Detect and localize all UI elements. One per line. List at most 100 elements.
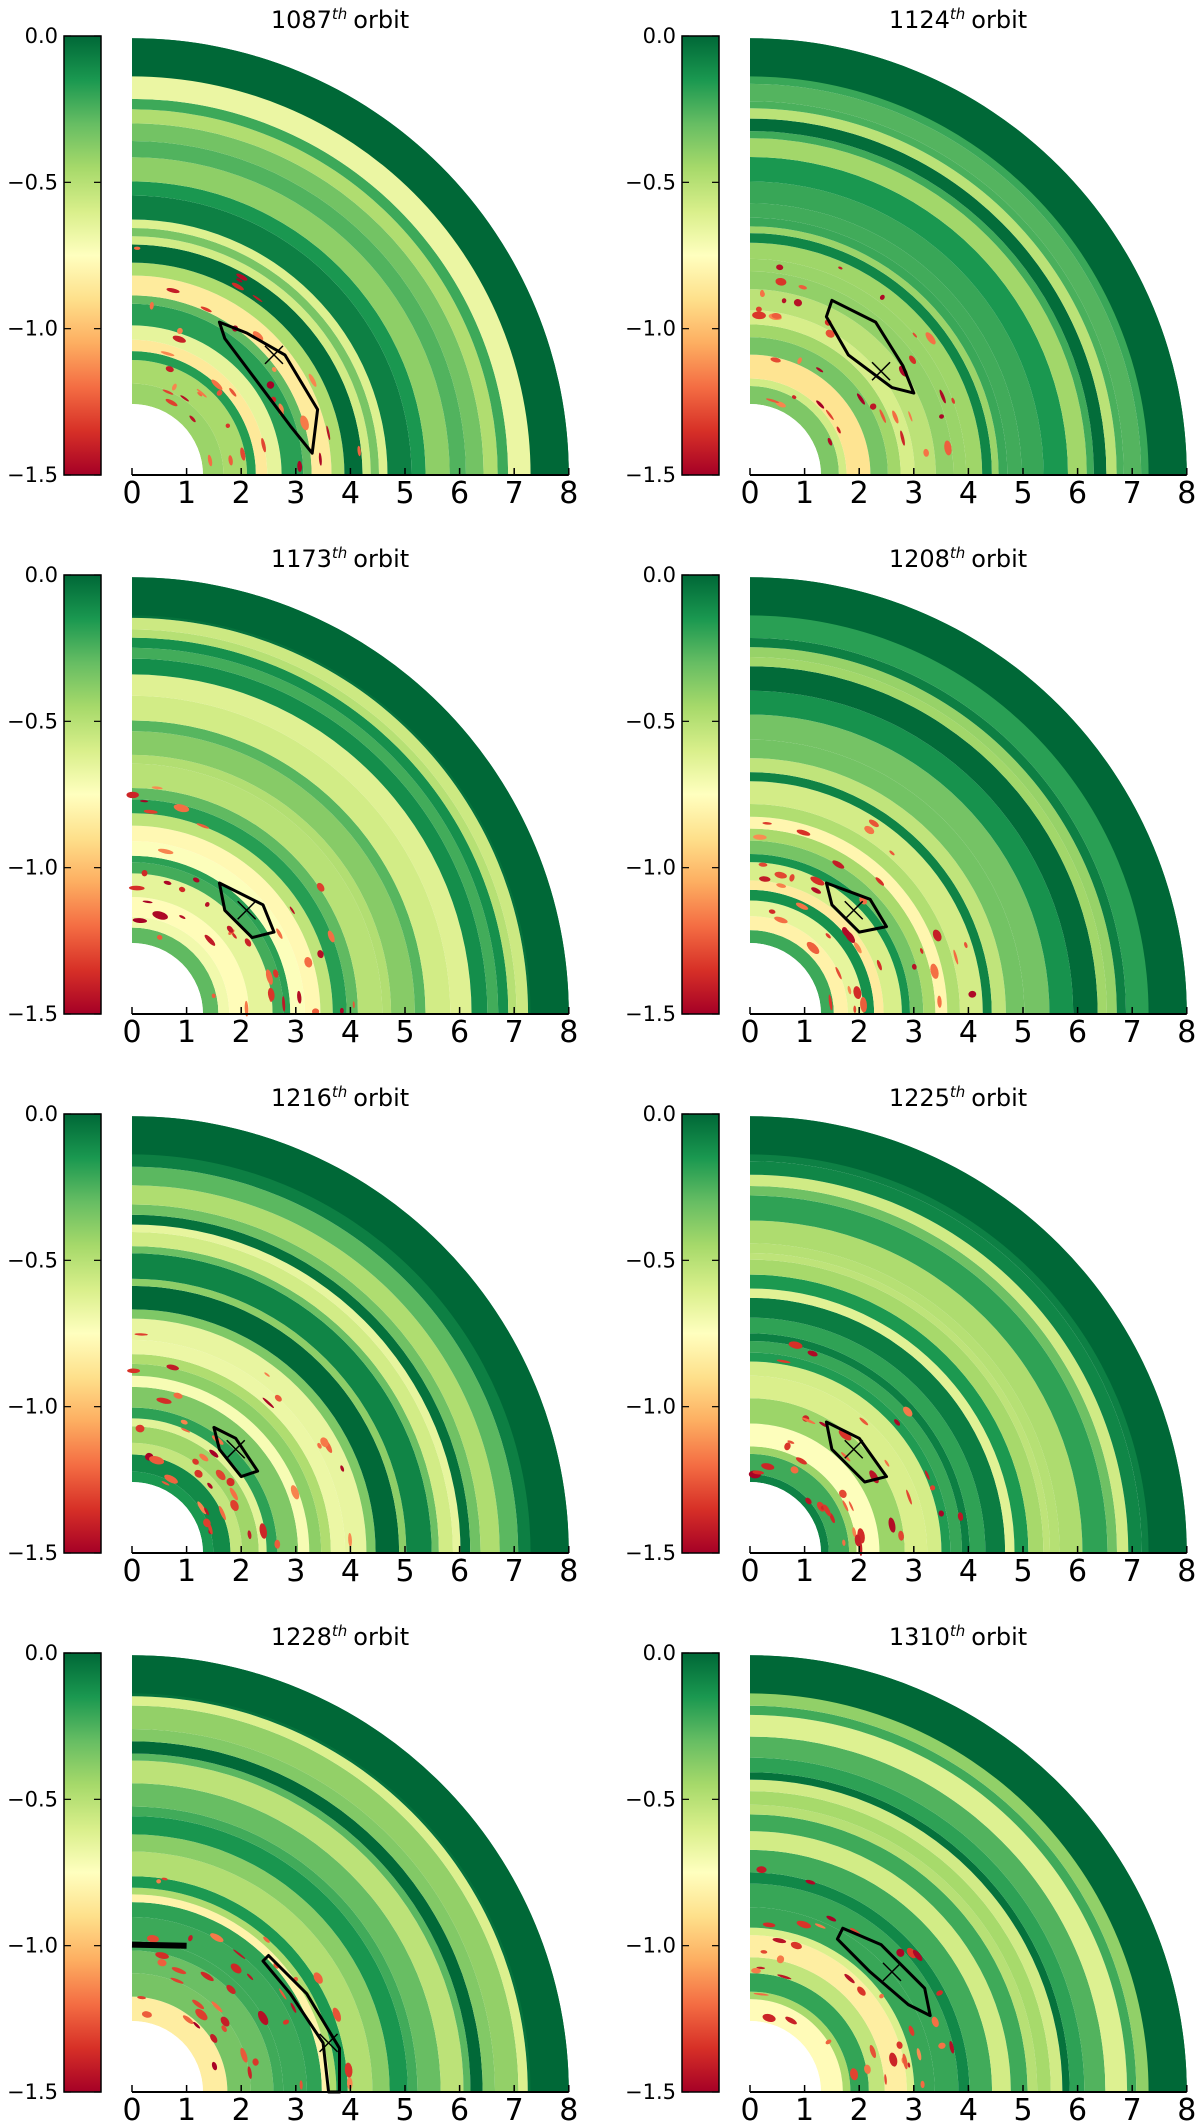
hot-spot — [304, 956, 313, 968]
panel-1173: 0 1 2 3 4 5 6 7 8 0.0 −0.5 −1.0 −1.5 1173th orbit — [7, 544, 578, 1050]
colorbar-tick-label: −1.0 — [7, 1395, 58, 1419]
hot-spot — [192, 1999, 205, 2010]
ring-band — [750, 1474, 829, 1553]
colorbar-tick-label: −1.0 — [625, 1934, 676, 1958]
hot-spot — [157, 848, 174, 855]
hot-spot — [889, 2052, 898, 2067]
title-suffix: orbit — [353, 1084, 409, 1112]
x-tick-label: 5 — [395, 1554, 414, 1589]
ring-band — [132, 359, 248, 475]
x-tick-label: 0 — [122, 1015, 141, 1050]
colorbar — [681, 1113, 720, 1554]
hot-spot — [163, 880, 172, 885]
hot-spot — [854, 1534, 861, 1547]
panel-1216: 0 1 2 3 4 5 6 7 8 0.0 −0.5 −1.0 −1.5 1216th orbit — [7, 1083, 578, 1589]
hot-spot — [192, 1458, 199, 1465]
ring-band — [750, 181, 1044, 475]
x-tick-label: 8 — [1177, 1015, 1196, 1050]
x-tick-label: 1 — [795, 476, 814, 511]
x-tick-label: 8 — [559, 476, 578, 511]
hot-spot — [920, 948, 924, 954]
hot-spot — [806, 941, 820, 955]
ring-band — [132, 339, 268, 475]
x-tick-label: 8 — [559, 1554, 578, 1589]
x-tick-label: 1 — [177, 476, 196, 511]
title-suffix: orbit — [353, 545, 409, 573]
ring-band — [750, 916, 848, 1014]
hot-spot — [864, 2064, 871, 2074]
outer-green-band — [750, 38, 1187, 475]
ring-sectors — [750, 38, 1187, 476]
title-number: 1173 — [271, 545, 332, 573]
title-superscript: th — [950, 1622, 965, 1640]
hot-spot — [900, 430, 905, 446]
hot-spot — [181, 1428, 191, 1433]
hot-spot — [762, 2013, 776, 2022]
hot-spot — [297, 460, 303, 473]
hot-spot — [819, 1421, 828, 1428]
hot-spot — [211, 379, 223, 391]
hot-spot — [127, 1368, 140, 1374]
hot-spot — [233, 1949, 246, 1959]
ring-band — [132, 1950, 274, 2092]
hot-spot — [761, 1463, 775, 1470]
hot-spot — [903, 1406, 913, 1417]
hot-spot — [252, 294, 263, 303]
hot-spot — [759, 876, 771, 882]
hot-spot — [758, 862, 768, 867]
ring-band — [750, 310, 915, 475]
ring-band — [132, 1253, 432, 1553]
x-tick-label: 7 — [1123, 1015, 1142, 1050]
ring-band — [132, 873, 273, 1014]
hot-spot — [200, 306, 212, 313]
panel-title: 1124th orbit — [889, 5, 1027, 34]
hot-spot — [797, 357, 802, 365]
ring-band — [132, 813, 333, 1014]
x-tick-label: 7 — [505, 1015, 524, 1050]
x-tick-label: 5 — [395, 2093, 414, 2128]
x-tick-label: 0 — [122, 1554, 141, 1589]
hot-spot — [244, 938, 252, 947]
hot-spots — [753, 819, 977, 1014]
hot-spot — [348, 1533, 352, 1547]
x-tick-label: 3 — [904, 1554, 923, 1589]
clump-contour — [217, 881, 276, 940]
hot-spot — [848, 1501, 854, 1512]
hot-spot — [828, 994, 833, 1011]
ring-band — [132, 674, 472, 1014]
x-tick-label: 3 — [904, 2093, 923, 2128]
hot-spot — [841, 927, 852, 939]
hot-spot — [911, 963, 917, 970]
hot-spot — [274, 1539, 281, 1549]
hot-spot — [180, 1419, 188, 1425]
hot-spot — [149, 301, 154, 310]
hot-spot — [930, 963, 939, 979]
hot-spot — [326, 425, 331, 441]
colorbar-tick-label: 0.0 — [25, 1102, 58, 1126]
hot-spot — [276, 928, 283, 939]
ring-band — [132, 275, 332, 475]
hot-spot — [852, 1527, 857, 1538]
hot-spot — [207, 1522, 213, 1535]
title-number: 1124 — [889, 6, 950, 34]
hot-spot — [133, 246, 141, 250]
hot-spot — [776, 1955, 785, 1964]
hot-spot — [166, 288, 180, 294]
x-tick-label: 5 — [1013, 476, 1032, 511]
ring-band — [750, 1297, 1006, 1553]
title-superscript: th — [332, 1622, 347, 1640]
center-marker — [237, 900, 257, 920]
hot-spot — [868, 819, 879, 828]
panel-title: 1087th orbit — [271, 5, 409, 34]
hot-spots — [133, 246, 361, 473]
hot-spot — [166, 1364, 179, 1371]
ring-band — [750, 386, 839, 475]
hot-spot — [352, 1001, 355, 1009]
hot-spot — [938, 2042, 946, 2049]
ring-band — [750, 1849, 993, 2092]
hot-spot — [197, 1501, 207, 1515]
x-tick-label: 7 — [505, 2093, 524, 2128]
x-tick-label: 2 — [850, 2093, 869, 2128]
hot-spot — [857, 1986, 866, 1996]
ring-band — [132, 244, 363, 475]
